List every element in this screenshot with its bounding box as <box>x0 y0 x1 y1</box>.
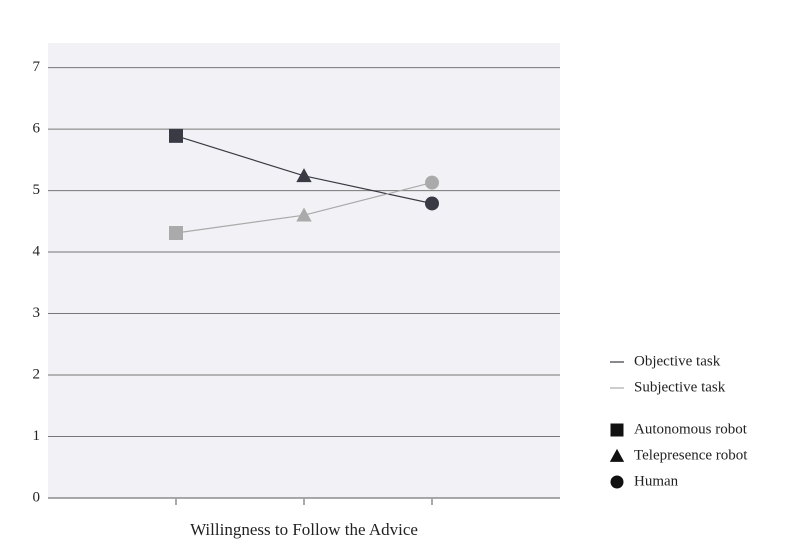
y-tick-label: 0 <box>33 489 41 505</box>
legend-marker <box>610 423 624 437</box>
data-point <box>296 168 312 183</box>
legend-label: Autonomous robot <box>634 421 748 437</box>
y-tick-label: 7 <box>33 59 41 75</box>
y-tick-label: 3 <box>33 305 41 321</box>
y-tick-label: 5 <box>33 182 41 198</box>
data-point <box>425 175 439 190</box>
plot-area <box>48 43 560 498</box>
legend-label: Human <box>634 473 679 489</box>
legend-marker <box>609 448 625 462</box>
y-tick-label: 6 <box>33 121 41 137</box>
data-point <box>425 196 439 211</box>
y-tick-label: 1 <box>33 428 41 444</box>
legend-marker <box>610 475 624 489</box>
legend-label: Telepresence robot <box>634 447 748 463</box>
y-tick-label: 4 <box>33 243 41 259</box>
y-tick-label: 2 <box>33 366 41 382</box>
data-point <box>296 207 312 222</box>
data-point <box>169 128 183 143</box>
x-axis-label: Willingness to Follow the Advice <box>190 520 418 539</box>
data-point <box>169 225 183 240</box>
legend-label: Objective task <box>634 353 721 369</box>
legend-label: Subjective task <box>634 379 726 395</box>
